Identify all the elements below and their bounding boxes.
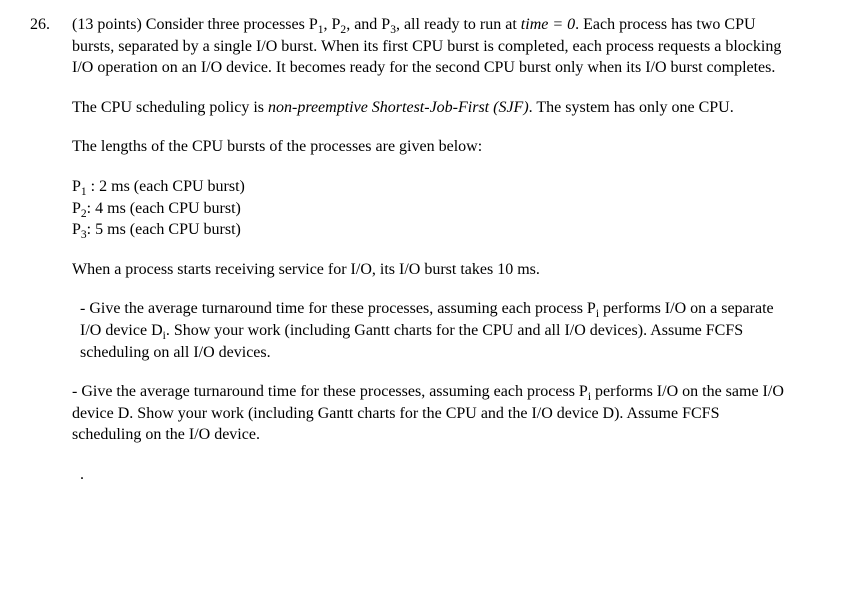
time-eq: = 0 xyxy=(548,16,575,33)
text: - Give the average turnaround time for t… xyxy=(80,300,596,317)
intro-paragraph: (13 points) Consider three processes P1,… xyxy=(72,14,791,79)
text: . Show your work (including Gantt charts… xyxy=(80,322,743,361)
part-b: - Give the average turnaround time for t… xyxy=(72,381,791,446)
question-body: (13 points) Consider three processes P1,… xyxy=(72,14,791,486)
lengths-intro: The lengths of the CPU bursts of the pro… xyxy=(72,136,791,158)
time-italic: time xyxy=(521,16,549,33)
text: Consider three processes P xyxy=(146,16,318,33)
scheduling-paragraph: The CPU scheduling policy is non-preempt… xyxy=(72,97,791,119)
io-burst-line: When a process starts receiving service … xyxy=(72,259,791,281)
question-row: 26. (13 points) Consider three processes… xyxy=(30,14,791,486)
text: - Give the average turnaround time for t… xyxy=(72,383,588,400)
text: P xyxy=(72,200,81,217)
text: P xyxy=(72,178,81,195)
burst-p2: P2: 4 ms (each CPU burst) xyxy=(72,198,791,220)
text: : 5 ms (each CPU burst) xyxy=(87,221,241,238)
burst-list: P1 : 2 ms (each CPU burst) P2: 4 ms (eac… xyxy=(72,176,791,241)
text: , all ready to run at xyxy=(396,16,521,33)
question-number: 26. xyxy=(30,14,72,36)
page: 26. (13 points) Consider three processes… xyxy=(0,0,849,500)
trailing-dot: . xyxy=(72,464,791,486)
text: , and P xyxy=(346,16,390,33)
text: P xyxy=(72,221,81,238)
text: The CPU scheduling policy is xyxy=(72,99,268,116)
text: , P xyxy=(324,16,341,33)
text: : 2 ms (each CPU burst) xyxy=(87,178,245,195)
sjf-italic: non-preemptive Shortest-Job-First (SJF) xyxy=(268,99,529,116)
part-a: - Give the average turnaround time for t… xyxy=(72,298,791,363)
burst-p1: P1 : 2 ms (each CPU burst) xyxy=(72,176,791,198)
text: . The system has only one CPU. xyxy=(529,99,734,116)
text: : 4 ms (each CPU burst) xyxy=(87,200,241,217)
points-label: (13 points) xyxy=(72,16,146,33)
burst-p3: P3: 5 ms (each CPU burst) xyxy=(72,219,791,241)
